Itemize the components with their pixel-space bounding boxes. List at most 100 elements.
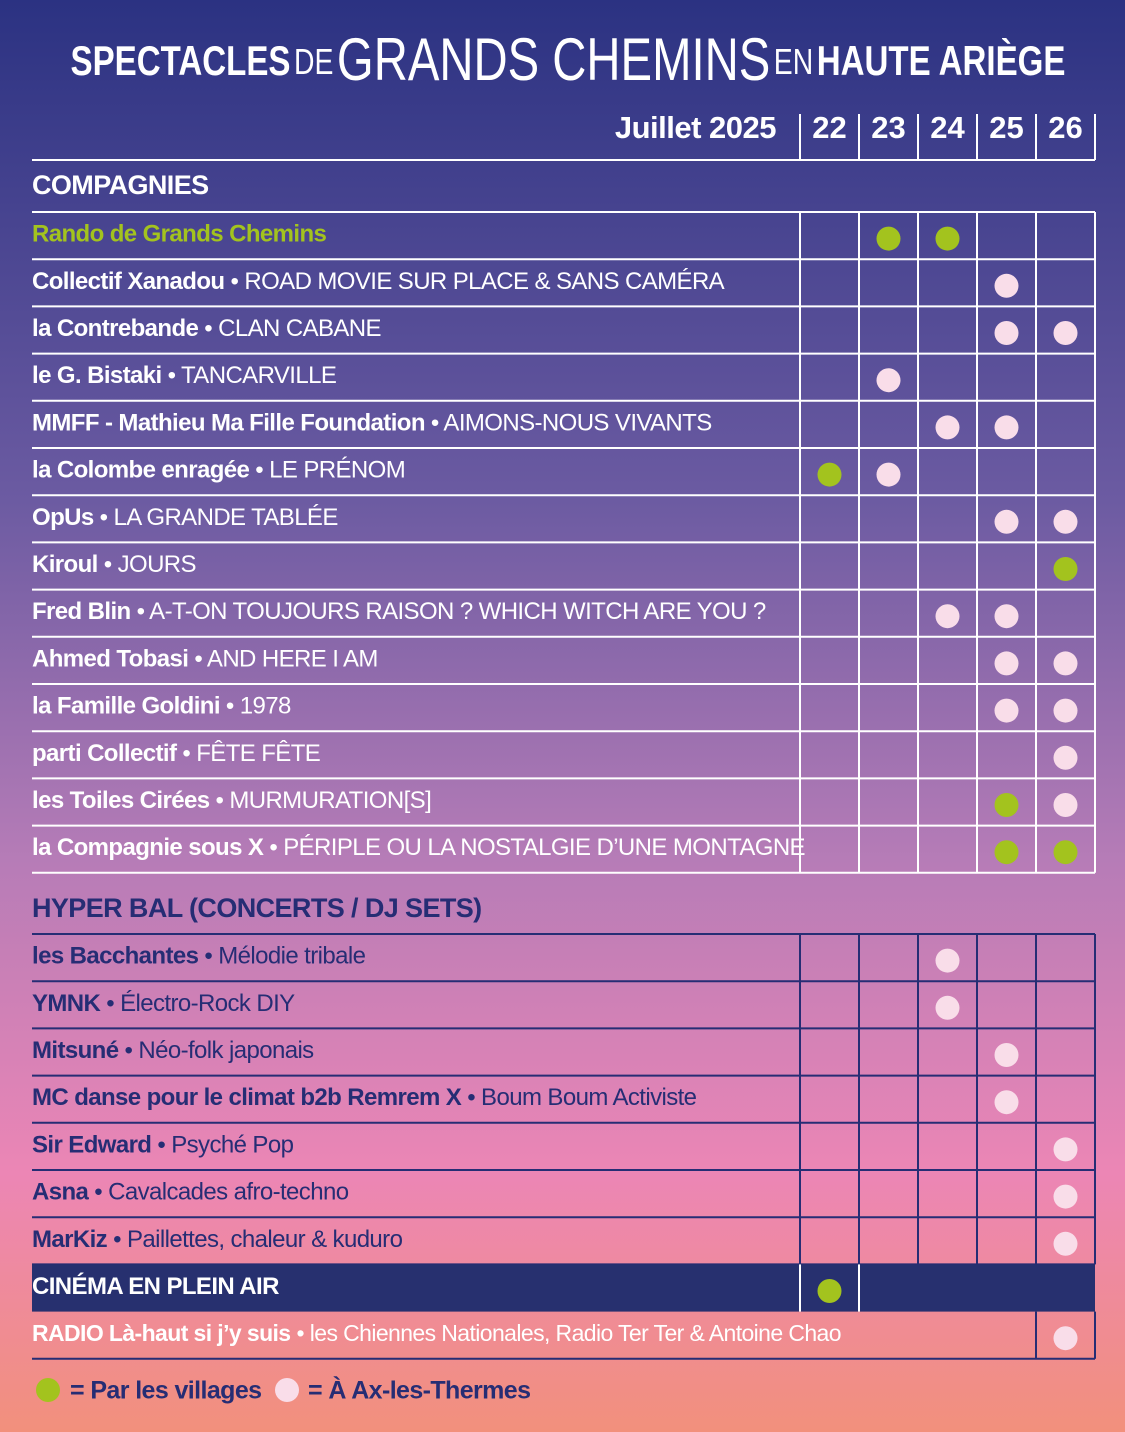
- row-title: • A-T-ON TOUJOURS RAISON ? WHICH WITCH A…: [137, 599, 766, 626]
- row-label: Mitsuné • Néo-folk japonais: [32, 1037, 314, 1064]
- row-name: parti Collectif: [32, 740, 178, 767]
- row-title: • LE PRÉNOM: [255, 457, 405, 484]
- village-dot: [1053, 840, 1078, 865]
- ax-dot: [994, 698, 1019, 723]
- row-name: le G. Bistaki: [32, 363, 162, 390]
- ax-dot: [1053, 651, 1078, 676]
- ax-dot: [1053, 1184, 1078, 1209]
- ax-dot: [1053, 1326, 1078, 1351]
- row-label: parti Collectif • FÊTE FÊTE: [32, 740, 320, 767]
- ax-dot: [1053, 321, 1078, 345]
- row-name: Sir Edward: [32, 1132, 151, 1159]
- ax-dot: [994, 415, 1019, 440]
- row-name: CINÉMA EN PLEIN AIR: [32, 1272, 279, 1300]
- day-label: 22: [812, 110, 846, 145]
- ax-dot: [935, 415, 960, 440]
- row-label: la Colombe enragée • LE PRÉNOM: [32, 457, 405, 484]
- village-dot: [994, 840, 1019, 865]
- title-part: DE: [294, 41, 333, 82]
- row-name: Ahmed Tobasi: [32, 646, 188, 673]
- ax-dot: [994, 651, 1019, 676]
- day-label: 23: [871, 110, 905, 145]
- row-label: CINÉMA EN PLEIN AIR: [32, 1272, 279, 1300]
- ax-dot: [994, 1043, 1019, 1067]
- ax-dot: [1053, 698, 1078, 723]
- title-part: SPECTACLES: [71, 37, 291, 84]
- legend-dot: [275, 1378, 299, 1402]
- ax-dot: [994, 509, 1019, 534]
- row-title: • TANCARVILLE: [168, 363, 337, 390]
- row-label: YMNK • Électro-Rock DIY: [32, 990, 295, 1017]
- row-name: Asna: [32, 1179, 90, 1206]
- row-name: YMNK: [32, 990, 102, 1017]
- village-dot: [817, 1279, 842, 1303]
- village-dot: [1053, 557, 1078, 581]
- row-label: Sir Edward • Psyché Pop: [32, 1132, 294, 1159]
- ax-dot: [1053, 793, 1078, 817]
- row-name: Collectif Xanadou: [32, 268, 225, 295]
- row-label: Ahmed Tobasi • AND HERE I AM: [32, 646, 378, 673]
- row-name: la Colombe enragée: [32, 457, 250, 484]
- legend-dot: [36, 1378, 60, 1402]
- ax-dot: [1053, 1231, 1078, 1256]
- row-label: les Bacchantes • Mélodie tribale: [32, 943, 366, 970]
- row-title: • LA GRANDE TABLÉE: [100, 504, 338, 531]
- row-label: les Toiles Cirées • MURMURATION[S]: [32, 787, 431, 814]
- row-name: MC danse pour le climat b2b Remrem X: [32, 1085, 462, 1112]
- ax-dot: [994, 604, 1019, 629]
- row-label: Asna • Cavalcades afro-techno: [32, 1179, 349, 1206]
- ax-dot: [876, 368, 901, 393]
- village-dot: [994, 793, 1019, 817]
- ax-dot: [935, 604, 960, 629]
- row-name: Rando de Grands Chemins: [32, 221, 327, 248]
- ax-dot: [935, 995, 960, 1020]
- row-title: • PÉRIPLE OU LA NOSTALGIE D’UNE MONTAGNE: [269, 835, 805, 862]
- ax-dot: [1053, 745, 1078, 770]
- ax-dot: [994, 1090, 1019, 1115]
- row-label: la Contrebande • CLAN CABANE: [32, 315, 381, 342]
- ax-dot: [1053, 509, 1078, 534]
- row-label: MarKiz • Paillettes, chaleur & kuduro: [32, 1226, 403, 1253]
- month: Juillet 2025: [615, 110, 776, 145]
- row-label: Rando de Grands Chemins: [32, 221, 327, 248]
- row-title: • Électro-Rock DIY: [106, 990, 295, 1017]
- row-name: la Compagnie sous X: [32, 835, 264, 862]
- row-title: • MURMURATION[S]: [215, 787, 431, 814]
- row-name: Fred Blin: [32, 599, 131, 626]
- village-dot: [935, 226, 960, 251]
- row-label: Kiroul • JOURS: [32, 551, 196, 578]
- row-label: OpUs • LA GRANDE TABLÉE: [32, 504, 338, 531]
- legend-label: = À Ax-les-Thermes: [308, 1376, 530, 1405]
- row-name: Kiroul: [32, 551, 98, 578]
- row-name: OpUs: [32, 504, 94, 531]
- row-name: Mitsuné: [32, 1037, 119, 1064]
- row-name: les Bacchantes: [32, 943, 199, 970]
- row-name: la Famille Goldini: [32, 693, 220, 720]
- row-label: Fred Blin • A-T-ON TOUJOURS RAISON ? WHIC…: [32, 599, 766, 626]
- row-title: • 1978: [226, 693, 291, 720]
- row-title: • Paillettes, chaleur & kuduro: [113, 1226, 402, 1253]
- section-heading: COMPAGNIES: [32, 170, 209, 200]
- title-part: HAUTE ARIÈGE: [817, 37, 1066, 84]
- row-title: • Boum Boum Activiste: [467, 1085, 696, 1112]
- ax-dot: [1053, 1137, 1078, 1162]
- row-title: • CLAN CABANE: [204, 315, 381, 342]
- row-title: • Néo-folk japonais: [124, 1037, 314, 1064]
- legend-label: = Par les villages: [70, 1377, 261, 1405]
- ax-dot: [876, 462, 901, 487]
- row-title: • FÊTE FÊTE: [182, 740, 320, 767]
- day-label: 25: [989, 110, 1023, 145]
- day-label: 24: [930, 110, 965, 145]
- row-label: la Famille Goldini • 1978: [32, 693, 291, 720]
- day-label: 26: [1048, 110, 1082, 145]
- ax-dot: [994, 273, 1019, 298]
- row-name: MMFF - Mathieu Ma Fille Foundation: [32, 410, 425, 437]
- row-label: RADIO Là-haut si j’y suis • les Chiennes …: [32, 1320, 841, 1346]
- title: SPECTACLES DE GRANDS CHEMINS EN HAUTE AR…: [71, 26, 1066, 93]
- row-label: Collectif Xanadou • ROAD MOVIE SUR PLACE …: [32, 268, 725, 295]
- row-name: MarKiz: [32, 1226, 108, 1253]
- title-part: EN: [774, 41, 813, 82]
- row-name: les Toiles Cirées: [32, 787, 210, 814]
- row-label: MC danse pour le climat b2b Remrem X • Bo…: [32, 1085, 697, 1112]
